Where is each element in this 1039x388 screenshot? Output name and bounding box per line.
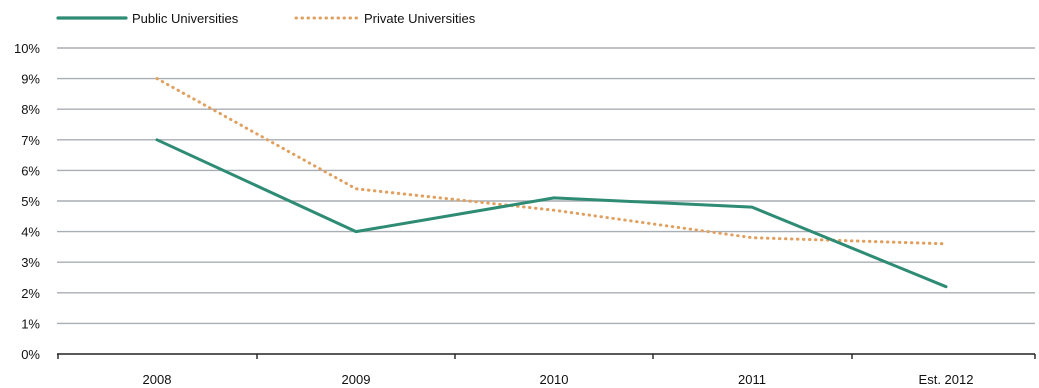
y-tick-label: 8%	[21, 102, 40, 117]
y-tick-label: 1%	[21, 316, 40, 331]
series-line-private	[155, 77, 948, 246]
gridlines	[57, 47, 1035, 325]
y-tick-label: 0%	[21, 347, 40, 362]
x-tick-label: 2010	[540, 372, 569, 387]
y-tick-label: 6%	[21, 163, 40, 178]
y-tick-label: 10%	[14, 41, 40, 56]
x-tick-label: 2009	[342, 372, 371, 387]
legend-label-private: Private Universities	[364, 11, 476, 26]
legend: Public Universities Private Universities	[56, 11, 476, 26]
y-tick-label: 5%	[21, 194, 40, 209]
legend-label-public: Public Universities	[132, 11, 239, 26]
x-tick-label: 2011	[738, 372, 766, 387]
x-tick-label: Est. 2012	[919, 372, 974, 387]
y-tick-label: 3%	[21, 255, 40, 270]
x-tick-label: 2008	[143, 372, 172, 387]
y-tick-label: 4%	[21, 225, 40, 240]
y-tick-label: 7%	[21, 133, 40, 148]
x-axis: 2008 2009 2010 2011 Est. 2012	[57, 353, 1036, 387]
y-tick-label: 2%	[21, 286, 40, 301]
y-axis-tick-labels: 0% 1% 2% 3% 4% 5% 6% 7% 8% 9% 10%	[14, 41, 40, 362]
series-lines	[155, 77, 948, 289]
series-line-public	[155, 138, 948, 289]
y-tick-label: 9%	[21, 72, 40, 87]
